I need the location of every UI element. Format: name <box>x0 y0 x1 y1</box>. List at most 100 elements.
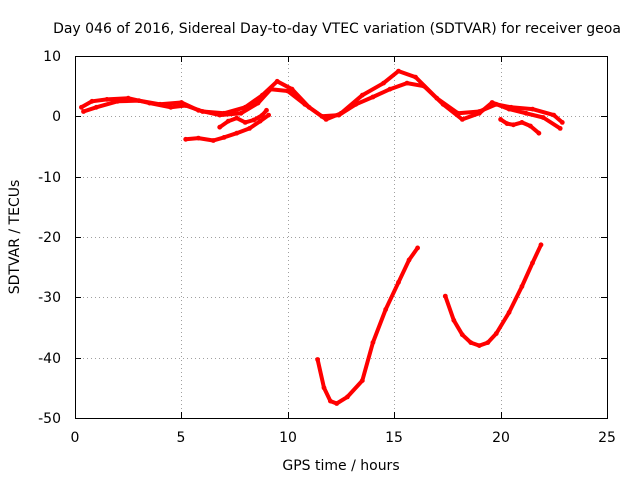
data-point <box>238 110 244 116</box>
data-point <box>523 110 529 116</box>
data-point <box>93 104 99 110</box>
data-point <box>319 113 325 119</box>
x-tick-label: 0 <box>71 430 80 446</box>
data-point <box>321 385 327 391</box>
data-point <box>440 101 446 107</box>
data-point <box>442 293 448 299</box>
data-point <box>302 101 308 107</box>
data-point <box>421 83 427 89</box>
series-line-arc-g <box>443 242 543 348</box>
x-tick-label: 25 <box>598 430 616 446</box>
data-point <box>336 112 342 118</box>
data-point <box>257 118 263 124</box>
data-point <box>530 106 535 112</box>
data-point <box>557 125 563 131</box>
y-tick-label: 10 <box>43 49 61 65</box>
data-point <box>359 92 365 98</box>
data-point <box>289 86 295 92</box>
data-point <box>157 101 163 107</box>
data-point <box>168 104 174 110</box>
data-point <box>255 100 261 106</box>
data-point <box>493 331 499 336</box>
data-point <box>528 123 533 129</box>
y-tick-label: -20 <box>38 230 61 246</box>
data-point <box>217 112 223 118</box>
data-point <box>274 78 280 84</box>
data-point <box>370 340 376 345</box>
y-tick-label: -30 <box>38 290 61 306</box>
data-point <box>259 112 265 118</box>
data-point <box>196 107 201 113</box>
data-point <box>183 136 189 142</box>
data-point <box>359 378 365 383</box>
data-point <box>511 122 516 128</box>
data-point <box>370 94 376 100</box>
data-point <box>251 117 257 123</box>
y-tick-labels: 10 0 -10 -20 -30 -40 -50 <box>38 49 61 427</box>
axis-ticks <box>75 56 608 419</box>
data-point <box>315 357 320 362</box>
data-point <box>538 242 544 248</box>
data-series <box>79 68 565 406</box>
data-point <box>264 107 269 113</box>
data-point <box>504 121 510 126</box>
y-axis-label: SDTVAR / TECUs <box>7 180 23 295</box>
data-point <box>247 125 252 131</box>
data-point <box>559 120 565 125</box>
series-line-arc-b <box>81 81 563 131</box>
x-tick-label: 5 <box>177 430 186 446</box>
data-point <box>530 260 535 266</box>
data-point <box>396 68 401 74</box>
data-point <box>179 100 184 105</box>
data-point <box>413 74 418 80</box>
data-point <box>459 332 465 338</box>
data-point <box>476 343 482 348</box>
data-point <box>217 124 223 130</box>
chart-title: Day 046 of 2016, Sidereal Day-to-day VTE… <box>53 21 621 37</box>
data-point <box>468 340 474 345</box>
x-axis-label: GPS time / hours <box>282 458 399 474</box>
data-point <box>242 120 248 125</box>
data-point <box>404 80 410 86</box>
data-point <box>506 310 512 315</box>
data-point <box>551 112 557 118</box>
data-point <box>406 257 412 263</box>
data-point <box>334 401 340 406</box>
data-point <box>459 117 465 122</box>
x-tick-label: 10 <box>279 430 297 446</box>
y-tick-label: 0 <box>52 109 61 125</box>
grid <box>75 56 607 418</box>
data-point <box>115 98 120 104</box>
data-point <box>268 86 274 92</box>
y-tick-label: -50 <box>38 411 61 427</box>
data-point <box>451 317 457 323</box>
data-point <box>540 115 546 120</box>
data-point <box>328 398 333 404</box>
data-point <box>387 86 393 92</box>
y-tick-label: -10 <box>38 170 61 186</box>
data-point <box>519 284 525 289</box>
x-tick-labels: 0 5 10 15 20 25 <box>71 430 616 446</box>
data-point <box>489 100 495 105</box>
data-point <box>476 110 482 116</box>
data-point <box>221 135 227 140</box>
data-point <box>345 394 350 400</box>
data-point <box>383 307 389 312</box>
y-tick-label: -40 <box>38 351 61 367</box>
data-point <box>519 120 525 125</box>
data-point <box>485 340 491 345</box>
x-tick-label: 20 <box>492 430 510 446</box>
data-point <box>415 245 420 251</box>
data-point <box>234 130 240 136</box>
data-point <box>381 80 386 86</box>
series-line-arc-f <box>315 245 420 406</box>
data-point <box>89 98 95 104</box>
data-point <box>396 279 401 285</box>
data-point <box>285 88 291 94</box>
data-point <box>81 109 86 114</box>
data-point <box>323 117 329 122</box>
data-point <box>225 118 231 124</box>
data-point <box>79 104 84 110</box>
data-point <box>234 115 240 121</box>
